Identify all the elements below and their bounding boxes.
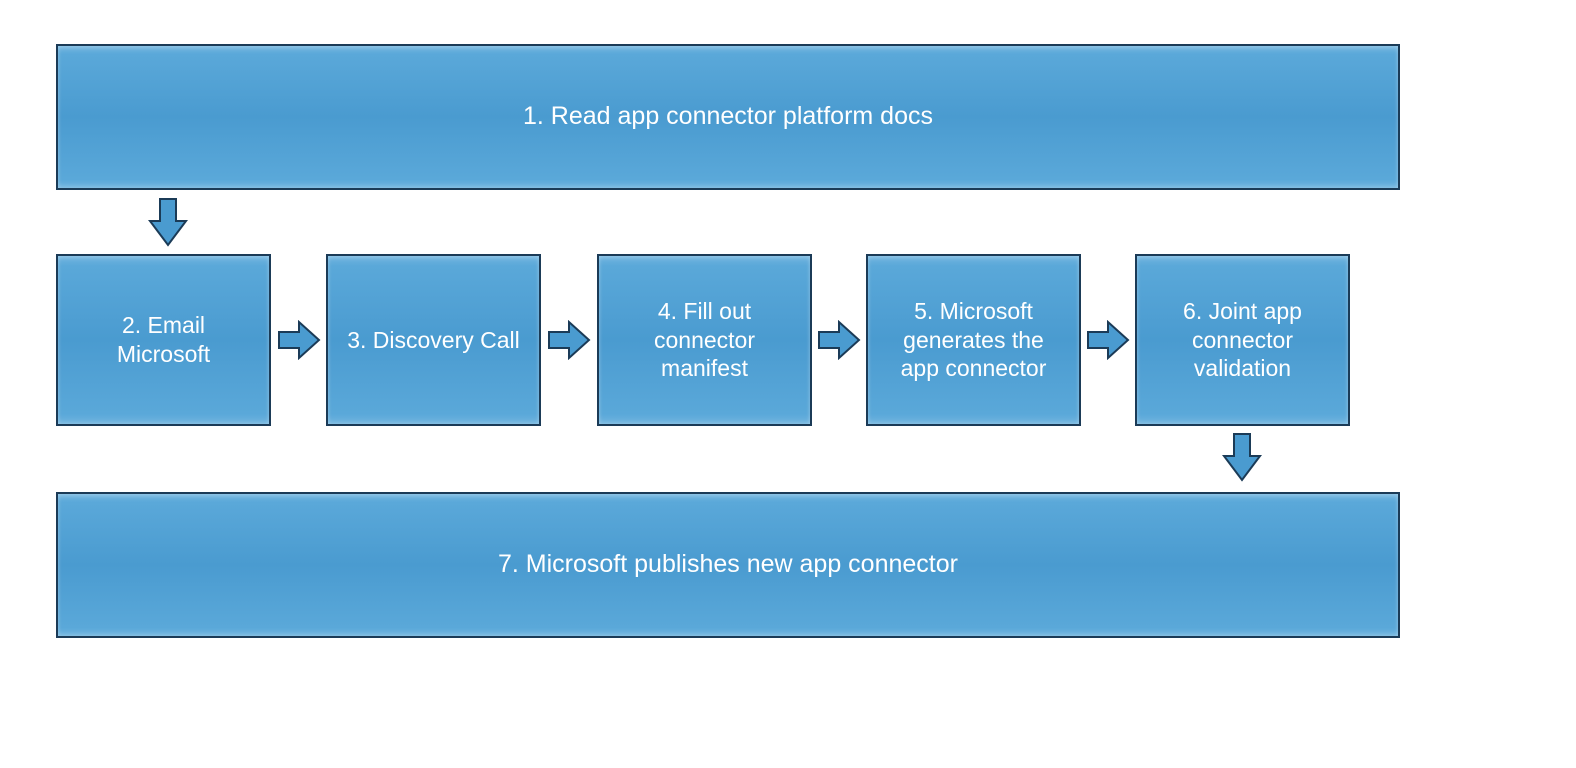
flow-arrow-down-icon [148, 197, 188, 247]
flow-node-label: 1. Read app connector platform docs [523, 101, 933, 132]
flow-node-label: 2. Email Microsoft [76, 311, 251, 369]
flow-node-label: 7. Microsoft publishes new app connector [498, 549, 958, 580]
flowchart-canvas: 1. Read app connector platform docs 2. E… [0, 0, 1576, 768]
flow-arrow-right-icon [817, 320, 861, 360]
flow-arrow-right-icon [277, 320, 321, 360]
flow-node-label: 4. Fill out connector manifest [617, 297, 792, 383]
flow-node-step6: 6. Joint app connector validation [1135, 254, 1350, 426]
flow-arrow-right-icon [1086, 320, 1130, 360]
flow-node-step7: 7. Microsoft publishes new app connector [56, 492, 1400, 638]
flow-node-step1: 1. Read app connector platform docs [56, 44, 1400, 190]
flow-node-step2: 2. Email Microsoft [56, 254, 271, 426]
flow-node-label: 5. Microsoft generates the app connector [886, 297, 1061, 383]
flow-node-step4: 4. Fill out connector manifest [597, 254, 812, 426]
flow-node-label: 3. Discovery Call [347, 326, 520, 355]
flow-arrow-right-icon [547, 320, 591, 360]
flow-node-step3: 3. Discovery Call [326, 254, 541, 426]
flow-node-label: 6. Joint app connector validation [1155, 297, 1330, 383]
flow-node-step5: 5. Microsoft generates the app connector [866, 254, 1081, 426]
flow-arrow-down-icon [1222, 432, 1262, 482]
